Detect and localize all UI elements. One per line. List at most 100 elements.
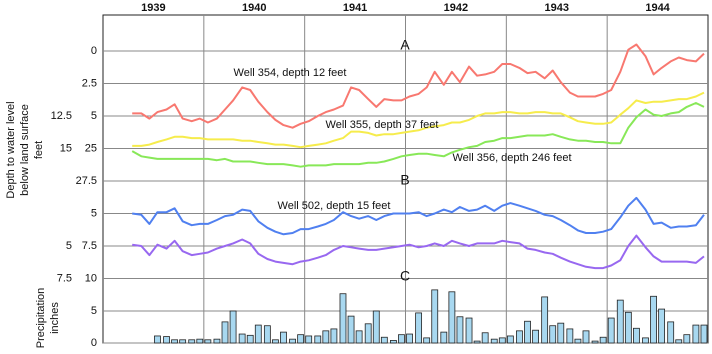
bar — [566, 328, 574, 344]
y-tick-label: 7.5 — [82, 240, 97, 252]
x-tick-label: 1940 — [242, 2, 266, 14]
bar — [246, 334, 254, 344]
bar — [532, 329, 539, 344]
bar — [398, 334, 405, 344]
y-tick-label: 5 — [91, 207, 97, 219]
series-label: Well 355, depth 37 feet — [326, 119, 439, 131]
bar — [440, 331, 448, 344]
series-line — [132, 91, 705, 149]
bar — [305, 335, 313, 344]
bar — [254, 324, 262, 344]
y-tick-label: 12.5 — [51, 110, 72, 122]
bar — [196, 338, 204, 344]
bar — [481, 332, 489, 344]
x-tick-label: 1941 — [343, 2, 367, 14]
bar — [675, 339, 683, 344]
bar — [314, 335, 322, 344]
bar — [355, 330, 363, 344]
bar — [280, 331, 287, 344]
bar — [599, 336, 607, 344]
bar — [692, 324, 700, 344]
bar — [624, 311, 632, 344]
bar — [658, 308, 666, 344]
bar — [524, 320, 531, 344]
bar — [549, 325, 557, 344]
series-line — [132, 196, 705, 236]
y2-label-line: inches — [49, 302, 61, 334]
bar — [473, 340, 481, 344]
bar — [582, 330, 590, 344]
y-tick-label: 5 — [66, 240, 72, 252]
bar — [431, 289, 439, 344]
bar — [229, 310, 237, 344]
y-tick-label: 25 — [85, 142, 97, 154]
bar — [213, 338, 221, 344]
bar — [498, 337, 506, 344]
bar — [330, 328, 338, 344]
y-axis-title: Depth to water level below land surface … — [5, 101, 61, 348]
series-label: Well 502, depth 15 feet — [278, 200, 391, 212]
bar — [406, 333, 413, 344]
bar — [347, 315, 355, 344]
bar — [650, 295, 657, 344]
bar — [272, 339, 279, 344]
y-tick-label: 15 — [60, 142, 72, 154]
bar — [557, 322, 565, 344]
series-line — [132, 234, 705, 270]
bar — [238, 333, 246, 344]
panel-label: C — [400, 268, 410, 284]
y2-label-line: Precipitation — [35, 288, 47, 349]
bar — [171, 339, 178, 344]
y-tick-label: 10 — [85, 272, 97, 284]
bar — [465, 317, 473, 344]
bar — [289, 338, 296, 344]
bar — [188, 339, 196, 344]
x-tick-label: 1939 — [141, 2, 165, 14]
y-tick-label: 27.5 — [76, 175, 97, 187]
series-label: Well 356, depth 246 feet — [452, 152, 571, 164]
bar — [642, 337, 649, 344]
y-label-line: feet — [33, 141, 45, 159]
bar — [490, 338, 498, 344]
y-tick-label: 5 — [91, 305, 97, 317]
y-tick-label: 7.5 — [57, 272, 72, 284]
x-tick-label: 1944 — [645, 2, 670, 14]
bar — [179, 339, 187, 344]
series-line — [131, 102, 705, 168]
bar — [574, 338, 582, 344]
bar — [154, 335, 161, 344]
bar — [448, 291, 456, 344]
y-label-line: Depth to water level — [5, 101, 17, 198]
bar — [263, 325, 271, 344]
bar — [633, 327, 640, 344]
series-line — [132, 43, 705, 129]
bar — [616, 299, 624, 344]
series-label: Well 354, depth 12 feet — [234, 67, 347, 79]
bar — [297, 334, 305, 344]
x-tick-label: 1942 — [444, 2, 468, 14]
bar — [163, 336, 170, 344]
bar — [516, 330, 523, 344]
bar — [380, 336, 388, 344]
bar — [339, 293, 347, 344]
bar — [506, 335, 514, 344]
bar — [221, 321, 229, 344]
bar — [322, 330, 330, 344]
y-tick-label: 5 — [91, 110, 97, 122]
bar — [667, 321, 675, 344]
y-tick-label: 0 — [91, 337, 97, 349]
bar — [389, 340, 397, 344]
bar — [541, 296, 549, 344]
bar — [372, 310, 380, 344]
bar — [607, 317, 615, 344]
bar — [456, 316, 464, 344]
bar — [204, 339, 212, 344]
bar — [415, 312, 423, 344]
y-tick-label: 0 — [91, 45, 97, 57]
bar — [683, 334, 691, 344]
x-tick-label: 1943 — [545, 2, 569, 14]
y-tick-label: 2.5 — [82, 77, 97, 89]
bar — [423, 337, 431, 344]
panel-label: B — [400, 172, 409, 188]
